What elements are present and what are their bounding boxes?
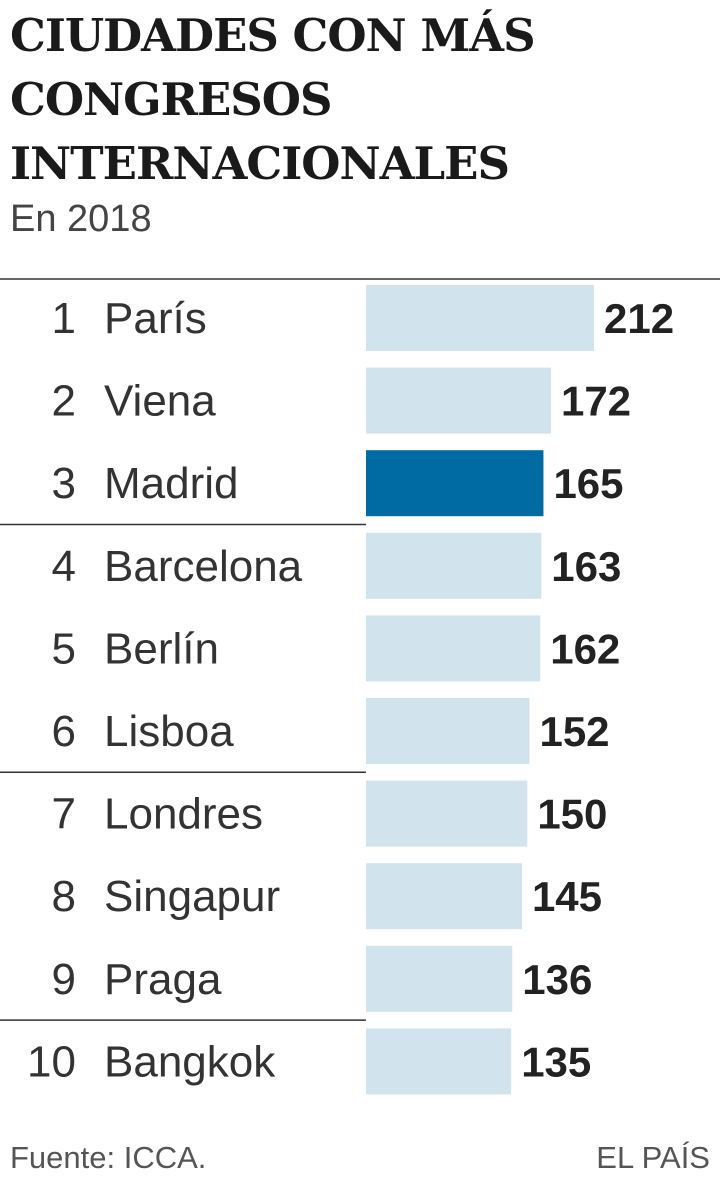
rank-label-1: 1 [52,294,76,343]
bar-1 [366,285,594,351]
value-label-7: 150 [537,791,607,838]
value-label-2: 172 [561,378,631,425]
city-label-1: París [104,294,207,343]
bar-3 [366,450,544,517]
city-label-7: Londres [104,790,263,839]
bar-8 [366,863,522,930]
value-label-5: 162 [550,625,620,672]
bar-2 [366,367,551,434]
value-label-1: 212 [604,295,674,342]
city-label-2: Viena [104,377,216,426]
source-note: Fuente: ICCA. [10,1140,207,1175]
city-label-6: Lisboa [104,707,234,756]
bar-5 [366,615,541,682]
value-label-10: 135 [521,1038,591,1085]
bar-10 [366,1028,512,1095]
value-label-3: 165 [553,460,623,507]
rank-label-9: 9 [52,955,76,1004]
rank-label-8: 8 [52,872,76,921]
chart-title: CIUDADES CON MÁS CONGRESOS INTERNACIONAL… [10,9,536,190]
value-label-9: 136 [522,956,592,1003]
city-label-3: Madrid [104,459,239,508]
rank-label-3: 3 [52,459,76,508]
value-label-4: 163 [551,543,621,590]
chart-subtitle: En 2018 [10,198,152,240]
rank-label-5: 5 [52,624,76,673]
city-label-8: Singapur [104,872,280,921]
brand-logo-text: EL PAÍS [596,1140,710,1175]
city-label-4: Barcelona [104,542,303,591]
rank-label-4: 4 [52,542,76,591]
bar-7 [366,780,528,847]
city-label-10: Bangkok [104,1037,276,1086]
city-label-9: Praga [104,955,222,1004]
rank-label-2: 2 [52,377,76,426]
bar-4 [366,532,542,599]
value-label-8: 145 [532,873,602,920]
value-label-6: 152 [539,708,609,755]
rank-label-10: 10 [27,1037,76,1086]
rank-label-7: 7 [52,790,76,839]
bar-9 [366,945,513,1012]
bar-6 [366,698,530,764]
rank-label-6: 6 [52,707,76,756]
city-label-5: Berlín [104,624,219,673]
